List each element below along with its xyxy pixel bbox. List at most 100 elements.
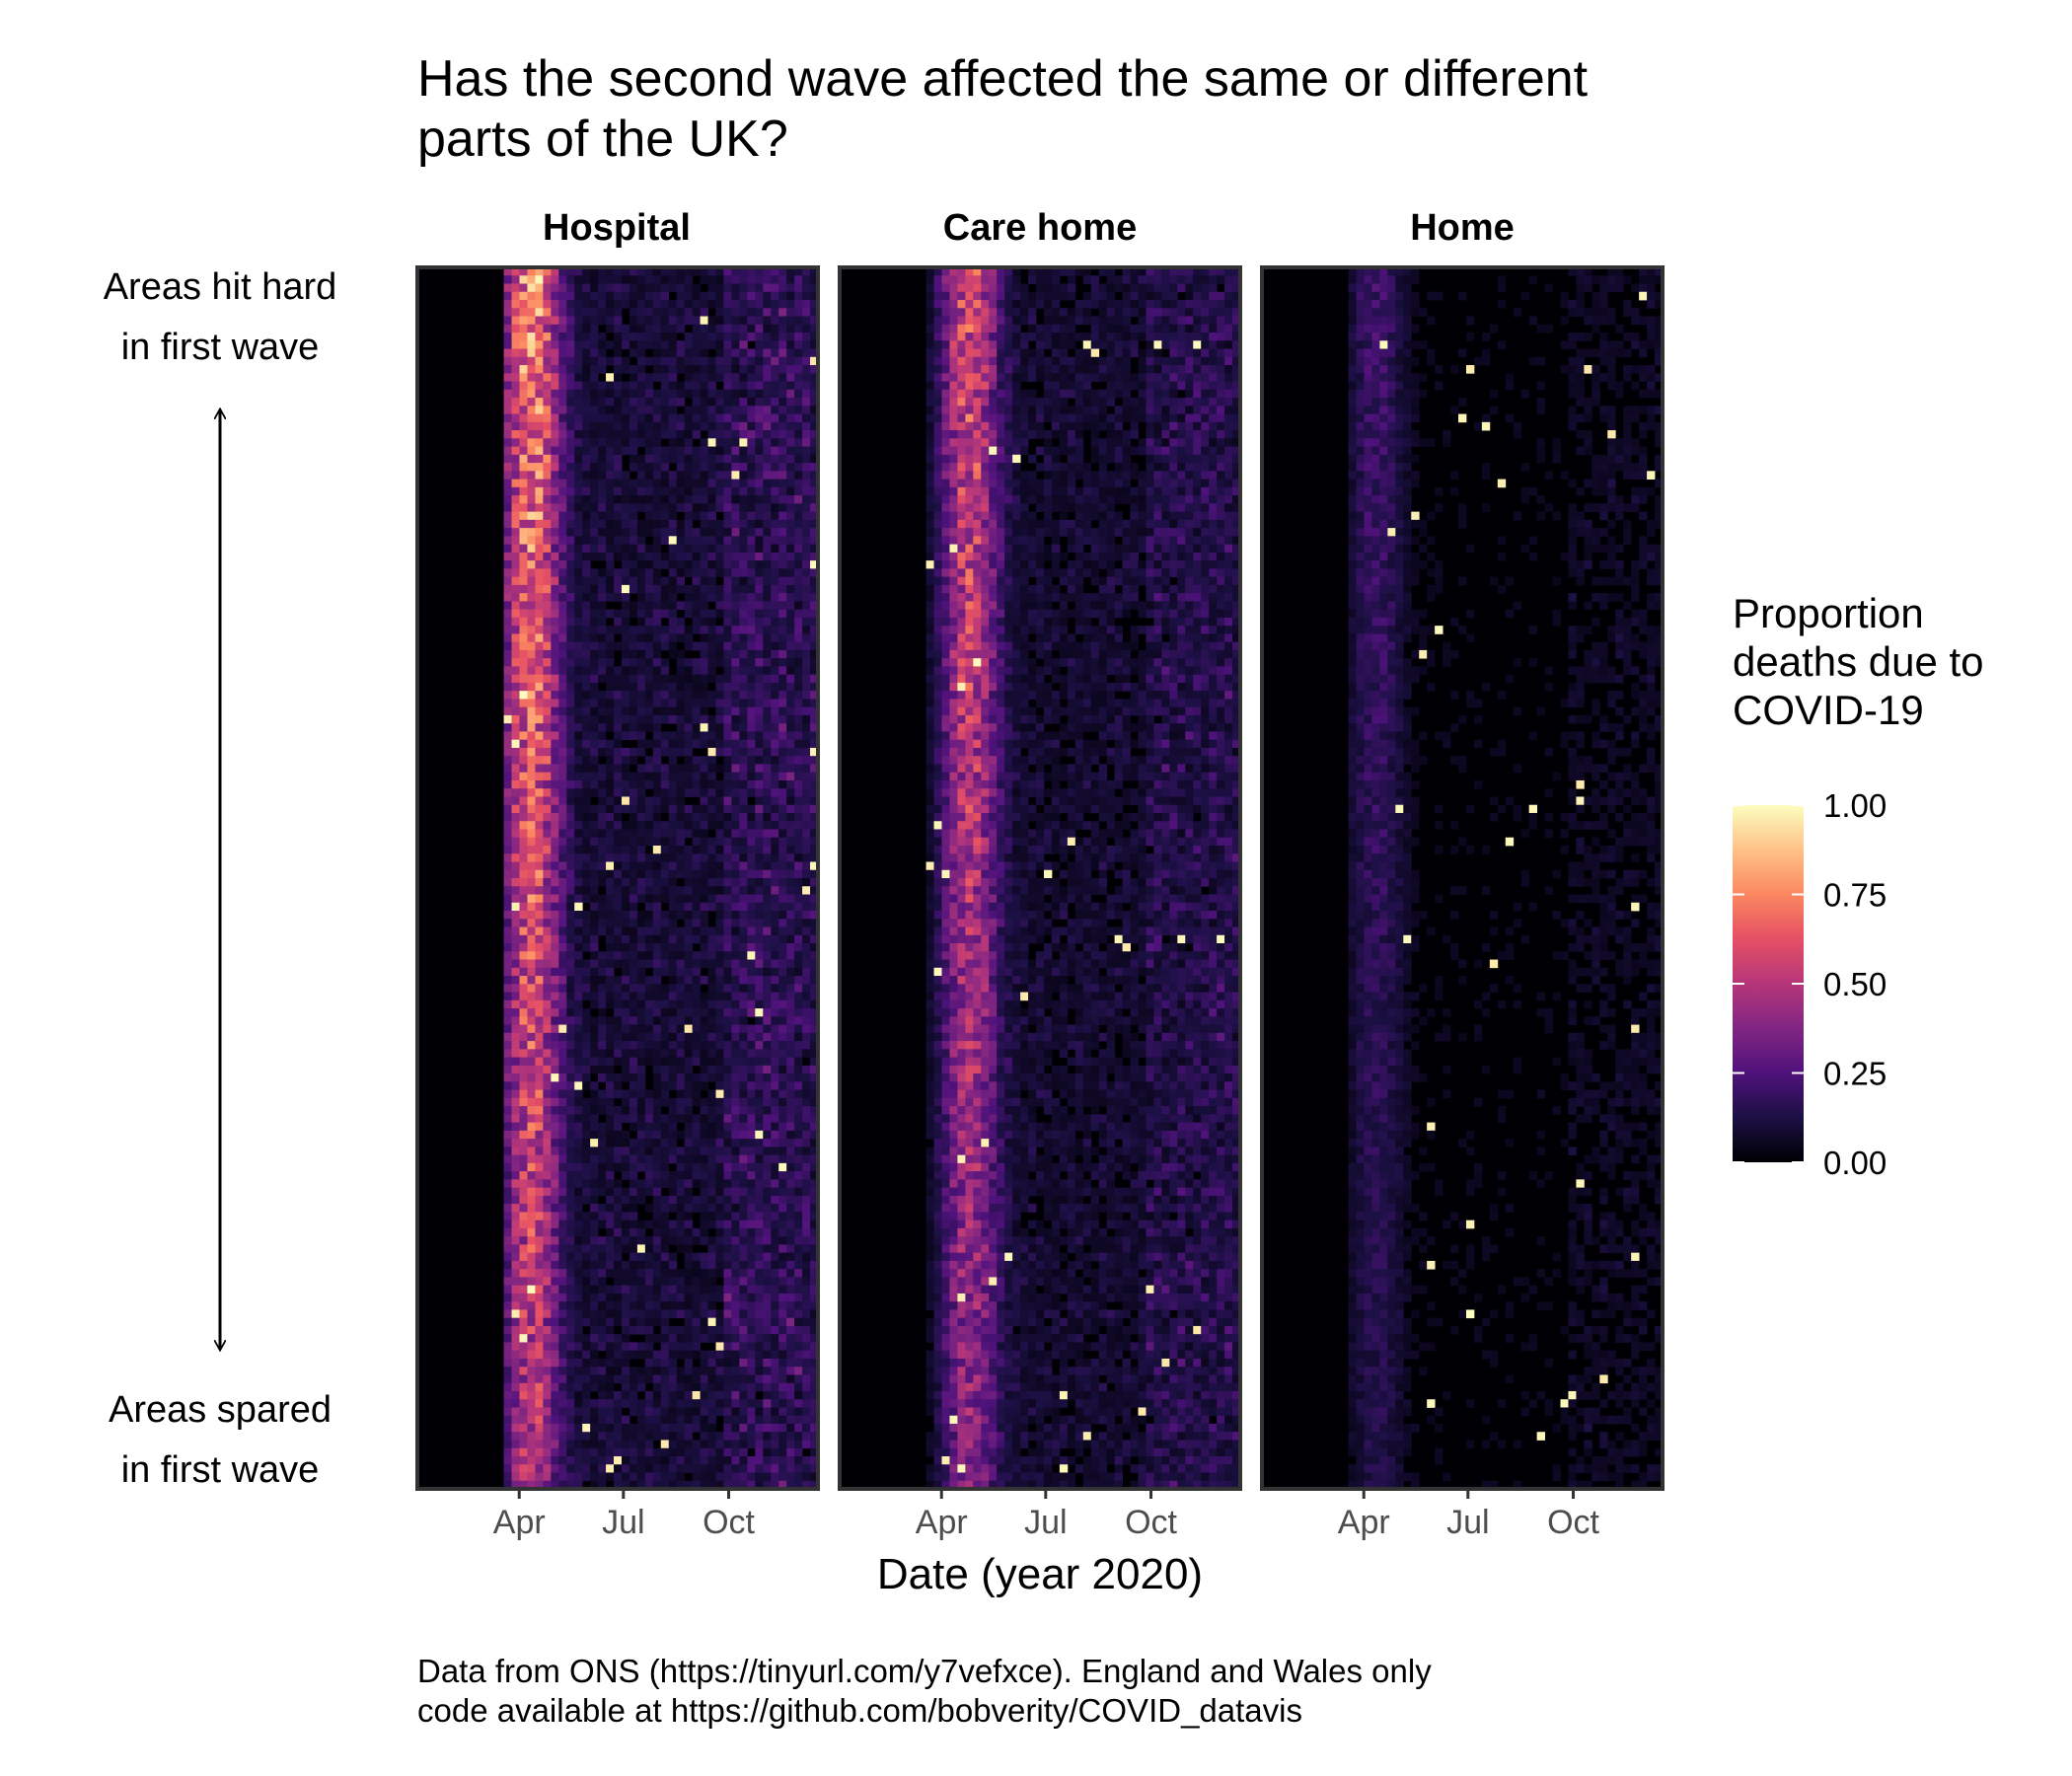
heatmap-cell <box>590 772 599 781</box>
heatmap-cell <box>739 316 748 326</box>
heatmap-cell <box>574 1106 583 1115</box>
heatmap-cell <box>598 984 607 993</box>
heatmap-cell <box>636 804 646 814</box>
heatmap-cell <box>574 275 583 284</box>
heatmap-cell <box>668 919 678 927</box>
heatmap-cell <box>511 691 520 700</box>
heatmap-cell <box>723 430 732 439</box>
heatmap-cell <box>590 593 599 602</box>
heatmap-cell <box>566 999 575 1009</box>
heatmap-cell <box>598 641 607 651</box>
heatmap-cell <box>731 812 740 822</box>
heatmap-cell <box>535 316 544 326</box>
heatmap-cell <box>660 1309 670 1319</box>
heatmap-cell <box>684 1089 694 1099</box>
heatmap-cell <box>794 503 803 512</box>
heatmap-cell <box>802 1301 811 1310</box>
heatmap-cell <box>707 1277 716 1287</box>
heatmap-cell <box>755 1236 764 1245</box>
heatmap-cell <box>692 976 701 985</box>
heatmap-cell <box>731 837 740 847</box>
heatmap-cell <box>810 576 819 586</box>
heatmap-cell <box>771 796 779 806</box>
heatmap-cell <box>644 691 654 700</box>
heatmap-cell <box>503 666 512 676</box>
heatmap-cell <box>802 356 811 366</box>
heatmap-cell <box>629 1073 638 1082</box>
heatmap-cell <box>503 1147 512 1156</box>
heatmap-cell <box>739 829 748 839</box>
heatmap-cell <box>676 324 686 333</box>
heatmap-cell <box>771 1089 779 1099</box>
heatmap-cell <box>771 381 779 391</box>
heatmap-cell <box>794 1227 803 1237</box>
heatmap-cell <box>731 1008 740 1017</box>
heatmap-cell <box>606 1081 615 1090</box>
heatmap-cell <box>621 967 630 977</box>
heatmap-cell <box>794 1114 803 1123</box>
heatmap-cell <box>660 1097 670 1107</box>
heatmap-cell <box>644 626 654 634</box>
heatmap-cell <box>763 308 772 317</box>
heatmap-cell <box>582 495 591 504</box>
heatmap-cell <box>574 943 583 952</box>
heatmap-cell <box>715 999 724 1009</box>
heatmap-cell <box>810 984 819 993</box>
heatmap-cell <box>660 731 670 741</box>
heatmap-cell <box>527 699 536 708</box>
heatmap-cell <box>598 853 607 862</box>
heatmap-cell <box>731 764 740 774</box>
heatmap-cell <box>652 283 662 293</box>
heatmap-cell <box>739 486 748 496</box>
heatmap-cell <box>527 1139 536 1147</box>
heatmap-cell <box>614 1089 623 1099</box>
heatmap-cell <box>786 1269 795 1278</box>
heatmap-cell <box>636 283 646 293</box>
heatmap-cell <box>644 649 654 659</box>
heatmap-cell <box>574 756 583 765</box>
heatmap-cell <box>739 398 748 407</box>
heatmap-cell <box>598 926 607 936</box>
heatmap-cell <box>566 1057 575 1067</box>
heatmap-cell <box>606 308 615 317</box>
heatmap-cell <box>715 649 724 659</box>
heatmap-cell <box>582 1220 591 1229</box>
heatmap-cell <box>519 1179 528 1189</box>
heatmap-cell <box>715 1227 724 1237</box>
heatmap-cell <box>731 999 740 1009</box>
heatmap-cell <box>692 373 701 382</box>
heatmap-cell <box>707 674 716 684</box>
heatmap-cell <box>621 324 630 333</box>
heatmap-cell <box>551 1269 559 1278</box>
heatmap-cell <box>810 1236 819 1245</box>
heatmap-cell <box>574 381 583 391</box>
heatmap-cell <box>771 316 779 326</box>
heatmap-cell <box>606 894 615 904</box>
heatmap-cell <box>621 992 630 1001</box>
heatmap-cell <box>652 951 662 960</box>
heatmap-cell <box>582 1301 591 1310</box>
heatmap-cell <box>700 536 708 546</box>
heatmap-cell <box>606 943 615 952</box>
heatmap-cell <box>684 804 694 814</box>
heatmap-cell <box>802 479 811 488</box>
heatmap-cell <box>692 1073 701 1082</box>
heatmap-cell <box>535 886 544 895</box>
heatmap-cell <box>778 1081 787 1090</box>
heatmap-cell <box>731 413 740 423</box>
heatmap-cell <box>614 544 623 554</box>
heatmap-cell <box>723 626 732 634</box>
heatmap-cell <box>739 1195 748 1205</box>
heatmap-cell <box>771 333 779 341</box>
heatmap-cell <box>629 649 638 659</box>
heatmap-cell <box>590 984 599 993</box>
heatmap-cell <box>723 984 732 993</box>
heatmap-cell <box>715 951 724 960</box>
heatmap-cell <box>763 714 772 724</box>
heatmap-cell <box>629 1139 638 1147</box>
heatmap-cell <box>636 796 646 806</box>
heatmap-cell <box>644 454 654 464</box>
heatmap-cell <box>519 503 528 512</box>
heatmap-cell <box>527 1220 536 1229</box>
heatmap-cell <box>778 714 787 724</box>
